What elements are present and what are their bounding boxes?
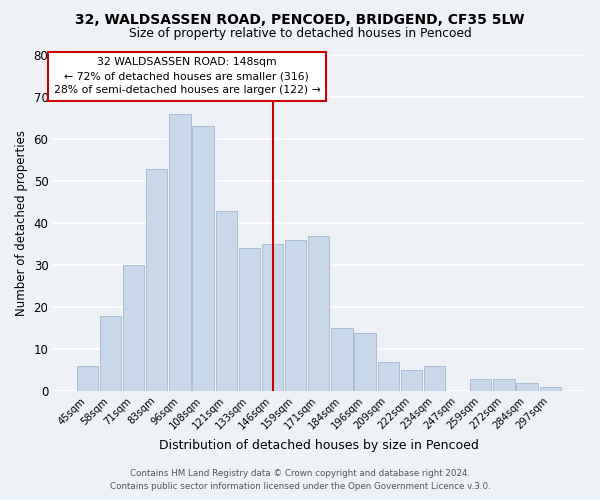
Bar xyxy=(215,210,237,392)
Text: 32, WALDSASSEN ROAD, PENCOED, BRIDGEND, CF35 5LW: 32, WALDSASSEN ROAD, PENCOED, BRIDGEND, … xyxy=(75,12,525,26)
Bar xyxy=(285,240,307,392)
Text: 32 WALDSASSEN ROAD: 148sqm
← 72% of detached houses are smaller (316)
28% of sem: 32 WALDSASSEN ROAD: 148sqm ← 72% of deta… xyxy=(53,57,320,95)
Bar xyxy=(146,168,167,392)
Bar xyxy=(308,236,329,392)
Bar xyxy=(401,370,422,392)
Bar xyxy=(262,244,283,392)
Bar xyxy=(193,126,214,392)
Bar xyxy=(331,328,353,392)
Bar xyxy=(123,265,145,392)
Bar xyxy=(470,379,491,392)
Text: Size of property relative to detached houses in Pencoed: Size of property relative to detached ho… xyxy=(128,28,472,40)
Bar xyxy=(377,362,399,392)
Bar xyxy=(517,383,538,392)
Y-axis label: Number of detached properties: Number of detached properties xyxy=(15,130,28,316)
Bar xyxy=(169,114,191,392)
Text: Contains HM Land Registry data © Crown copyright and database right 2024.
Contai: Contains HM Land Registry data © Crown c… xyxy=(110,469,490,491)
Bar xyxy=(355,332,376,392)
Bar xyxy=(77,366,98,392)
Bar xyxy=(539,387,561,392)
X-axis label: Distribution of detached houses by size in Pencoed: Distribution of detached houses by size … xyxy=(159,440,479,452)
Bar xyxy=(424,366,445,392)
Bar xyxy=(100,316,121,392)
Bar xyxy=(239,248,260,392)
Bar xyxy=(493,379,515,392)
